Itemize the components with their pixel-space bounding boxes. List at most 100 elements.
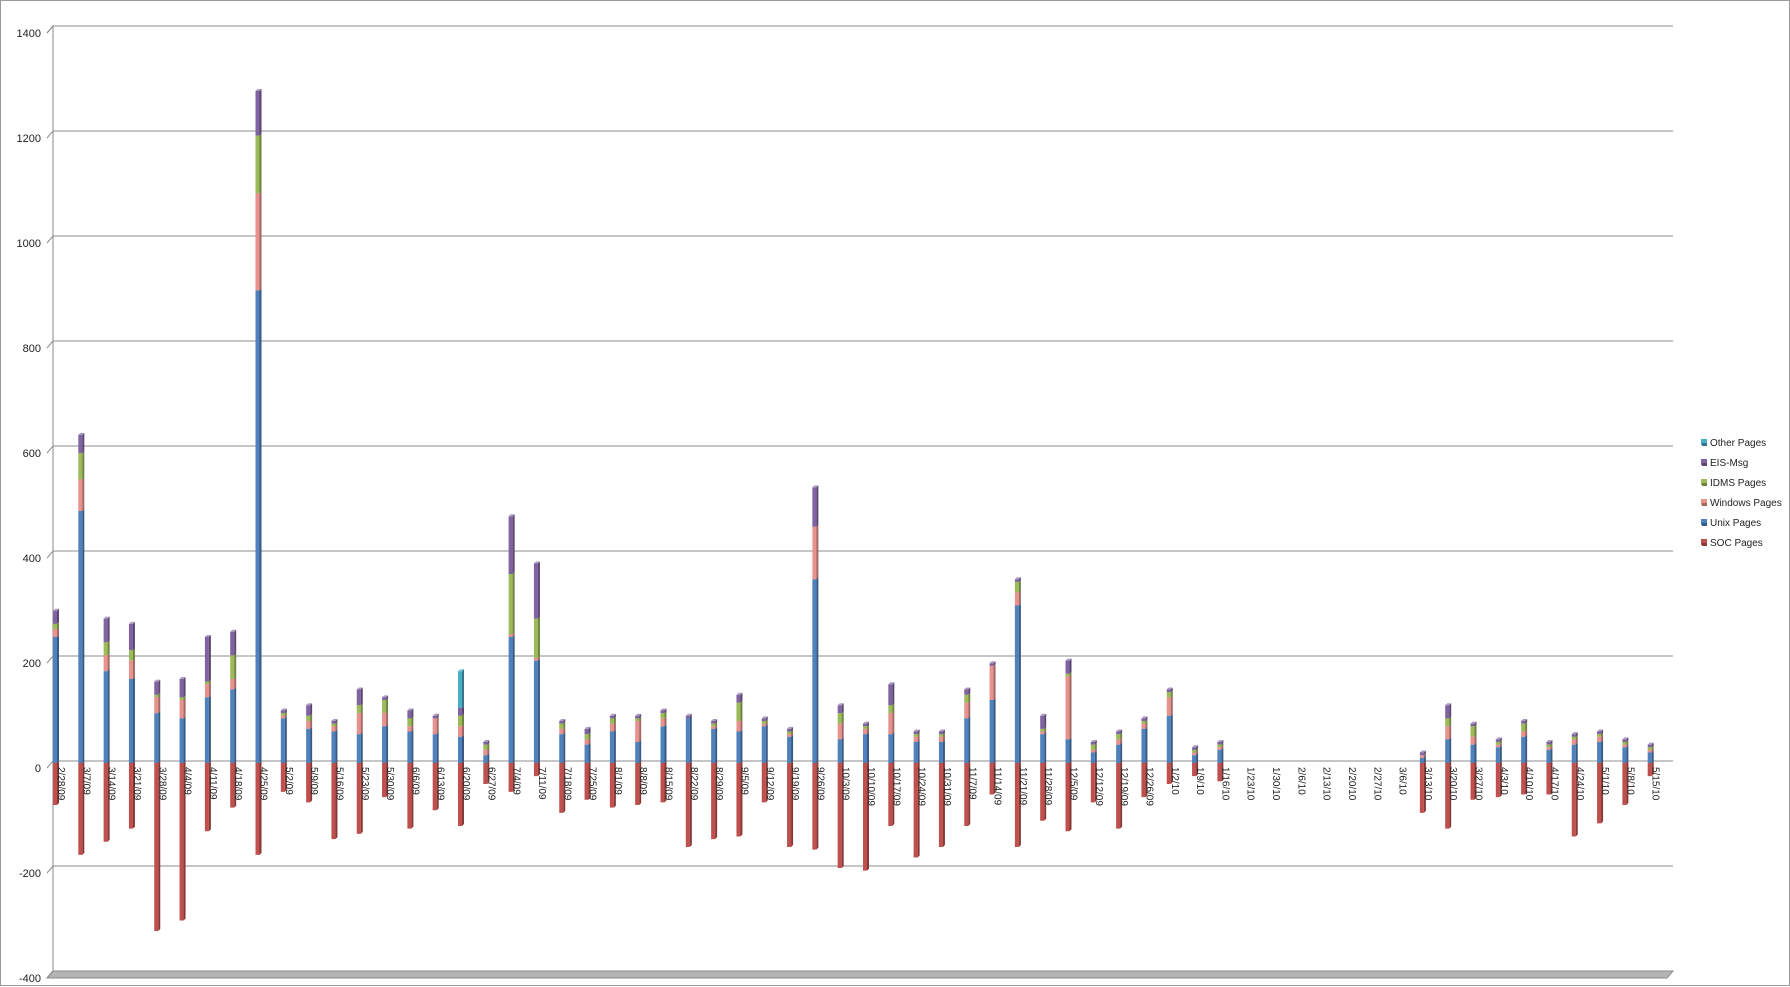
bar-segment-side (942, 761, 945, 847)
bar-segment (1141, 728, 1146, 763)
bar-segment (1445, 726, 1450, 740)
bar-segment-side (563, 761, 566, 813)
x-tick-label: 2/13/10 (1321, 767, 1332, 801)
bar-segment-top (711, 719, 718, 721)
bar-segment (356, 734, 361, 763)
gridline (46, 970, 1673, 979)
bar-stack (1116, 729, 1123, 829)
bar-segment-side (1550, 747, 1553, 763)
bar-segment-side (791, 732, 794, 737)
x-tick-label: 5/2/09 (283, 767, 294, 795)
bar-segment (230, 631, 235, 656)
bar-segment (1419, 755, 1424, 758)
bar-segment-side (1044, 726, 1047, 732)
bar-segment-side (740, 761, 743, 837)
bar-segment-side (892, 682, 895, 706)
bar-segment-side (968, 716, 971, 763)
bar-segment-side (1170, 687, 1173, 693)
bar-segment-side (639, 740, 642, 763)
bar-segment-side (183, 695, 186, 700)
bar-segment-side (1575, 732, 1578, 737)
bar-segment-top (483, 740, 490, 742)
bar-segment (508, 763, 513, 792)
bar-segment-side (1094, 742, 1097, 750)
bar-segment-side (1170, 690, 1173, 698)
bar-segment (306, 715, 311, 721)
bar-stack (761, 716, 768, 803)
bar-segment (1116, 744, 1121, 763)
bar-segment (1014, 592, 1019, 606)
x-tick-label: 10/10/09 (865, 767, 876, 806)
bar-segment (1622, 744, 1627, 748)
x-tick-label: 11/28/09 (1042, 767, 1053, 806)
bar-segment (761, 726, 766, 763)
bar-segment-side (107, 616, 110, 643)
bar-segment (913, 742, 918, 763)
bar-stack (1014, 577, 1021, 847)
legend: Other Pages EIS-Msg IDMS Pages Windows Page… (1701, 438, 1782, 549)
bar-segment (863, 763, 867, 871)
bar-segment-side (360, 687, 363, 706)
bar-segment-side (993, 698, 996, 763)
bar-segment (255, 193, 260, 291)
bar-segment (407, 710, 412, 719)
bar-segment (938, 734, 943, 737)
bar-segment (559, 734, 564, 763)
bar-segment (609, 763, 614, 808)
bar-segment-side (132, 677, 135, 763)
bar-segment (685, 715, 690, 719)
bar-segment-top (837, 703, 844, 706)
bar-segment (53, 629, 57, 637)
bar-segment-side (335, 721, 338, 727)
bar-segment (1217, 744, 1222, 748)
bar-segment (382, 700, 387, 714)
bar-segment-side (411, 761, 414, 829)
bar-segment (1597, 742, 1602, 763)
bar-segment-side (791, 761, 794, 847)
bar-segment-top (1571, 732, 1578, 735)
bar-segment-top (787, 726, 794, 729)
legend-label: Other Pages (1710, 438, 1766, 449)
bar-segment-top (888, 682, 895, 685)
bar-segment-side (892, 761, 895, 826)
bar-segment-side (1044, 761, 1047, 821)
bar-segment-side (82, 509, 85, 763)
bar-segment-side (740, 692, 743, 703)
bar-segment (1141, 721, 1146, 724)
x-tick-label: 3/6/10 (1397, 767, 1408, 795)
bar-segment (584, 734, 589, 740)
bar-segment-side (1499, 740, 1502, 745)
x-tick-label: 5/16/09 (333, 767, 344, 801)
bar-segment-side (284, 713, 287, 719)
bar-segment-side (234, 761, 237, 808)
x-tick-label: 2/20/10 (1346, 767, 1357, 801)
bar-segment (1141, 723, 1146, 729)
bar-segment (609, 718, 614, 724)
bar-segment-side (1120, 729, 1123, 735)
bar-segment-side (993, 761, 996, 795)
bar-segment (356, 713, 361, 735)
bar-segment-side (1145, 716, 1148, 721)
legend-swatch (1701, 459, 1707, 465)
bar-segment (432, 718, 437, 735)
bar-segment-top (1647, 742, 1654, 745)
bar-segment (1116, 763, 1121, 829)
bar-segment (1192, 747, 1197, 750)
x-tick-label: 8/8/09 (637, 767, 648, 795)
bar-segment (1166, 689, 1171, 693)
x-tick-label: 8/1/09 (612, 767, 623, 795)
bar-segment (1040, 731, 1045, 735)
bar-segment-side (411, 708, 414, 719)
bar-segment-side (917, 732, 920, 737)
bar-segment-side (1094, 747, 1097, 753)
bar-segment (458, 671, 462, 708)
bar-segment-side (1651, 745, 1654, 750)
x-tick-label: 2/27/10 (1371, 767, 1382, 801)
bar-segment-side (462, 705, 464, 716)
y-tick-label: 1200 (17, 133, 41, 145)
bar-segment-top (53, 608, 59, 611)
bar-segment (660, 718, 665, 727)
x-tick-label: 5/30/09 (384, 767, 395, 801)
bar-segment (154, 713, 159, 763)
bar-segment (306, 728, 311, 763)
